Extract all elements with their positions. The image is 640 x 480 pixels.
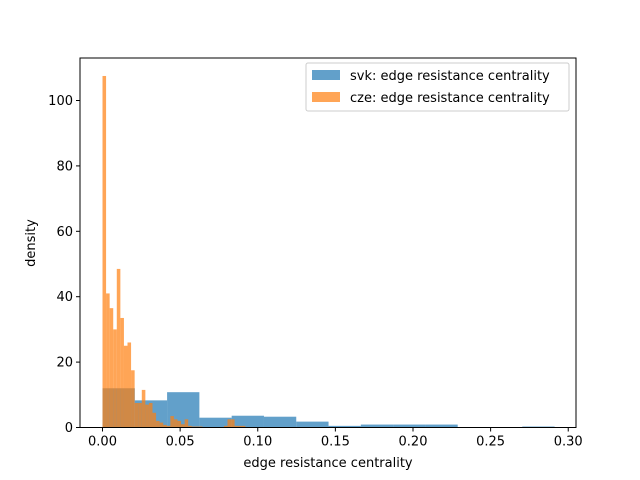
cze-bar-18 [166, 425, 171, 428]
x-tick-label: 0.15 [321, 435, 350, 450]
svk-bar-7 [328, 425, 361, 428]
svk-bar-6 [296, 421, 329, 428]
svk-histogram-bars [102, 388, 555, 428]
y-tick-label: 20 [56, 356, 73, 371]
svk-bar-5 [263, 416, 297, 428]
svk-bar-4 [231, 415, 264, 428]
cze-bar-34 [223, 425, 228, 428]
cze-bar-22 [181, 424, 185, 428]
cze-bar-16 [159, 422, 164, 428]
cze-bar-38 [238, 425, 242, 428]
cze-bar-39 [241, 425, 246, 428]
y-tick-label: 60 [56, 225, 73, 240]
cze-bar-24 [188, 425, 192, 428]
cze-bar-19 [170, 416, 174, 428]
y-axis-title: density [24, 219, 39, 267]
y-axis-ticks: 0 20 40 60 80 100 [48, 94, 80, 436]
cze-bar-17 [163, 424, 167, 428]
cze-bar-9 [134, 402, 139, 428]
cze-bar-10 [138, 402, 142, 428]
svk-bar-3 [199, 417, 232, 428]
legend-swatch-cze [312, 92, 340, 102]
legend-swatch-svk [312, 70, 340, 80]
svk-bar-9 [393, 424, 426, 428]
cze-bar-6 [123, 345, 128, 428]
cze-bar-14 [152, 412, 157, 428]
cze-bar-13 [148, 402, 153, 428]
y-tick-label: 100 [48, 94, 73, 109]
legend-label-cze: cze: edge resistance centrality [350, 91, 550, 106]
x-tick-label: 0.25 [476, 435, 505, 450]
legend-label-svk: svk: edge resistance centrality [350, 69, 550, 84]
cze-bar-4 [116, 268, 121, 428]
x-tick-label: 0.10 [243, 435, 272, 450]
x-tick-label: 0.20 [399, 435, 428, 450]
cze-bar-11 [141, 389, 146, 428]
cze-bar-12 [145, 404, 149, 428]
x-tick-label: 0.00 [88, 435, 117, 450]
x-axis-title: edge resistance centrality [243, 456, 413, 471]
cze-bar-8 [131, 370, 135, 428]
cze-bar-37 [234, 425, 239, 428]
x-axis-ticks: 0.00 0.05 0.10 0.15 0.20 0.25 0.30 [88, 427, 583, 450]
cze-bar-36 [231, 419, 235, 428]
cze-bar-2 [109, 308, 114, 428]
y-tick-label: 80 [56, 159, 73, 174]
cze-bar-23 [184, 419, 189, 428]
cze-bar-3 [113, 329, 117, 428]
y-tick-label: 40 [56, 290, 73, 305]
cze-bar-21 [177, 420, 182, 428]
cze-bar-5 [120, 317, 124, 428]
cze-bar-35 [227, 419, 232, 428]
svk-bar-10 [425, 424, 458, 428]
x-tick-label: 0.30 [554, 435, 583, 450]
legend: svk: edge resistance centrality cze: edg… [305, 62, 570, 112]
cze-bar-0 [102, 75, 107, 428]
cze-histogram-bars [102, 75, 246, 428]
x-tick-label: 0.05 [166, 435, 195, 450]
cze-bar-15 [156, 420, 160, 428]
cze-bar-20 [173, 419, 178, 428]
cze-bar-1 [106, 293, 110, 428]
y-tick-label: 0 [65, 421, 73, 436]
svk-bar-8 [360, 424, 394, 428]
cze-bar-7 [127, 342, 132, 428]
plot-frame [79, 57, 577, 428]
legend-box [305, 62, 570, 112]
